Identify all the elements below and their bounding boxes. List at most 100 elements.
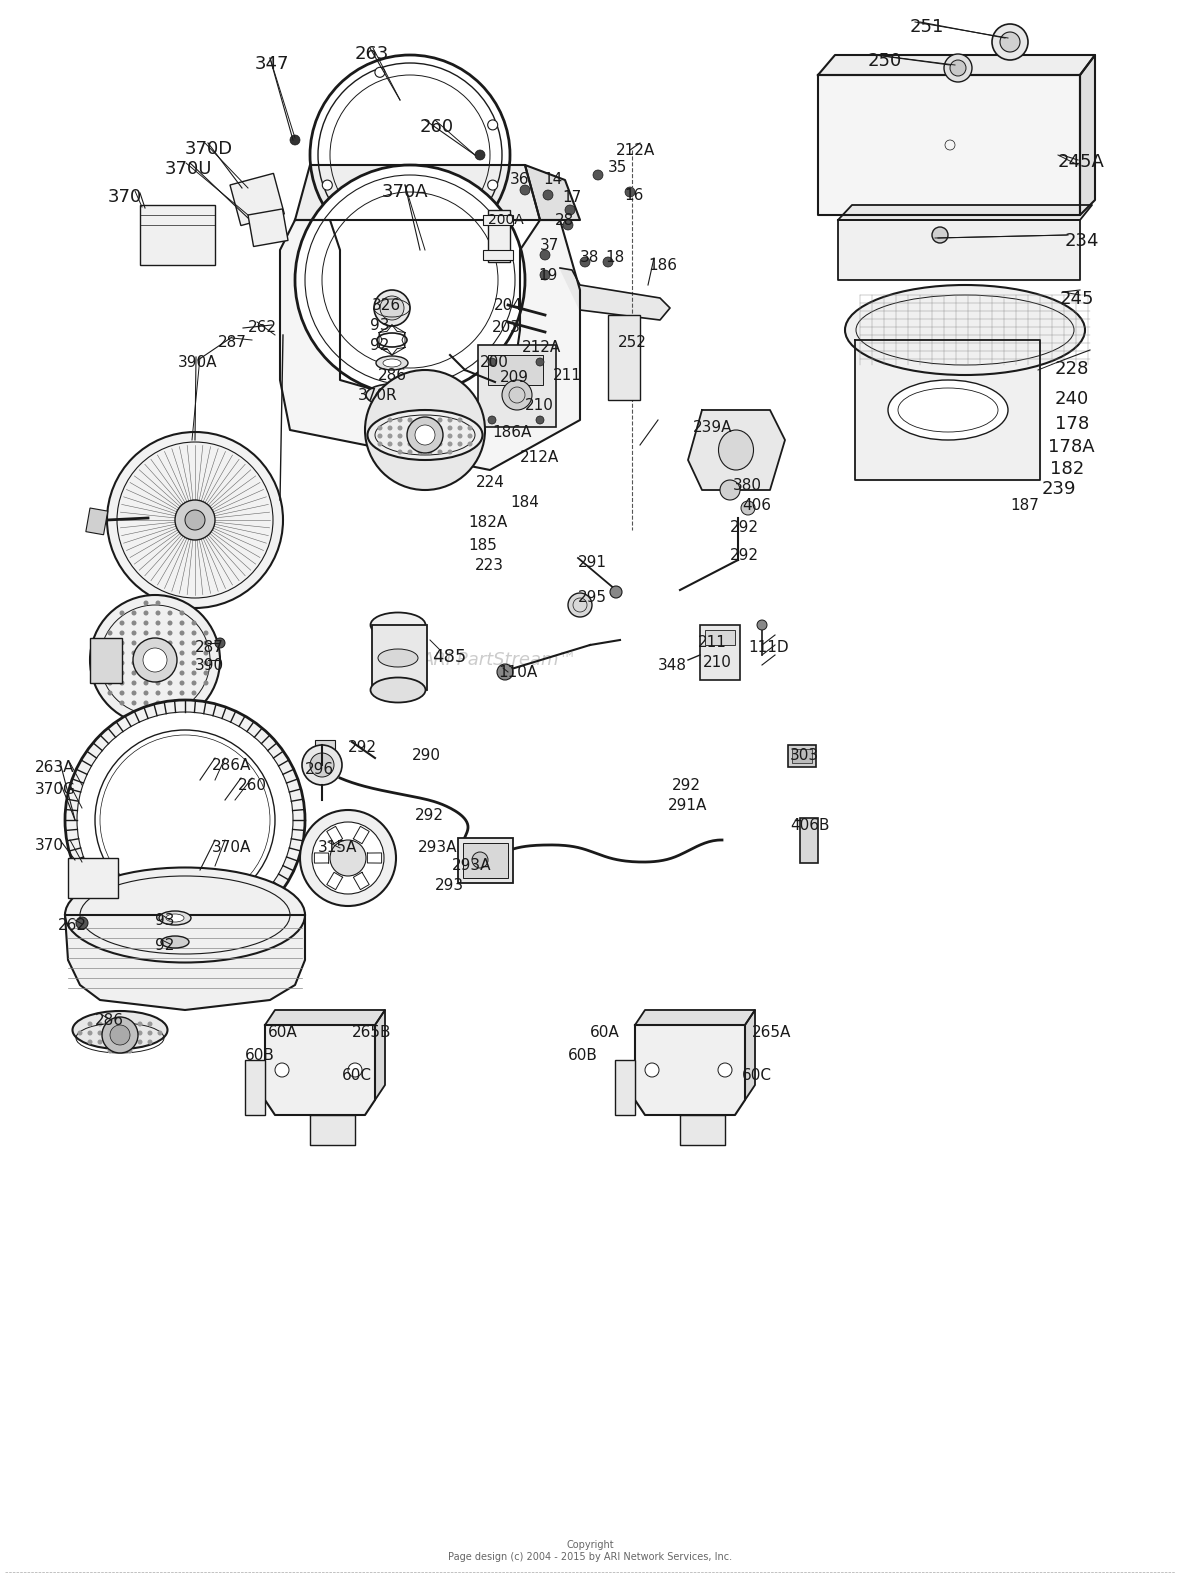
Circle shape [543,189,553,201]
Circle shape [741,501,755,515]
Circle shape [156,690,160,695]
Circle shape [156,630,160,635]
Text: 292: 292 [730,519,759,535]
Circle shape [144,671,149,676]
Circle shape [77,712,293,928]
Polygon shape [327,872,342,889]
Circle shape [348,1063,362,1077]
Circle shape [156,701,160,706]
Circle shape [487,120,498,129]
Circle shape [375,68,385,77]
Polygon shape [838,205,1092,219]
Circle shape [387,425,393,431]
Text: 60C: 60C [342,1067,372,1083]
Text: 295: 295 [578,591,607,605]
Circle shape [489,415,496,425]
Circle shape [179,660,184,665]
Circle shape [131,660,137,665]
Circle shape [378,425,382,431]
Polygon shape [635,1011,755,1025]
Circle shape [295,164,525,395]
Circle shape [418,425,422,431]
Ellipse shape [366,384,418,406]
Circle shape [107,1039,112,1044]
Text: 204: 204 [494,298,523,313]
Circle shape [932,227,948,243]
Circle shape [467,442,472,447]
Circle shape [407,450,413,455]
Text: 18: 18 [605,249,624,265]
Circle shape [156,671,160,676]
Circle shape [458,434,463,439]
Text: 35: 35 [608,159,628,175]
Circle shape [110,1025,130,1045]
Polygon shape [560,268,670,321]
Ellipse shape [371,613,426,638]
Circle shape [107,651,112,655]
Circle shape [107,671,112,676]
Circle shape [378,442,382,447]
Text: 187: 187 [1010,497,1038,513]
Text: 245: 245 [1060,291,1095,308]
Circle shape [144,690,149,695]
Polygon shape [375,1011,385,1101]
Circle shape [118,1039,123,1044]
Bar [90,638,122,684]
Text: 212A: 212A [522,339,562,355]
Text: 286: 286 [378,368,407,384]
Circle shape [322,180,333,189]
Circle shape [398,450,402,455]
Text: 326: 326 [372,298,401,313]
Circle shape [476,150,485,159]
Circle shape [720,480,740,501]
Text: 228: 228 [1055,360,1089,377]
Ellipse shape [889,381,1008,441]
Circle shape [144,600,149,605]
Circle shape [625,186,635,197]
Circle shape [758,621,767,630]
Circle shape [520,185,530,194]
Text: 234: 234 [1066,232,1100,249]
Circle shape [992,24,1028,60]
Circle shape [407,434,413,439]
Circle shape [127,1022,132,1026]
Circle shape [407,417,442,453]
Bar [230,174,284,226]
Text: 286A: 286A [212,758,251,774]
Polygon shape [688,411,785,489]
Polygon shape [65,914,304,1011]
Circle shape [138,1022,143,1026]
Circle shape [467,434,472,439]
Ellipse shape [319,755,333,769]
Circle shape [119,641,125,646]
Text: 16: 16 [624,188,643,204]
Polygon shape [379,333,382,347]
Polygon shape [1080,55,1095,215]
Bar [792,748,812,763]
Text: 370U: 370U [165,159,212,178]
Circle shape [191,651,197,655]
Text: 182A: 182A [468,515,507,531]
Circle shape [96,651,100,655]
Circle shape [191,630,197,635]
Circle shape [98,1039,103,1044]
Circle shape [950,60,966,76]
Text: 265B: 265B [352,1025,392,1041]
Circle shape [118,1022,123,1026]
Circle shape [398,417,402,423]
Text: Page design (c) 2004 - 2015 by ARI Network Services, Inc.: Page design (c) 2004 - 2015 by ARI Netwo… [448,1552,732,1562]
Text: 178: 178 [1055,415,1089,433]
Circle shape [581,257,590,267]
Text: 200: 200 [480,355,509,369]
Circle shape [156,651,160,655]
Circle shape [156,611,160,616]
Polygon shape [402,333,405,347]
Text: 19: 19 [538,268,557,283]
Text: 265A: 265A [752,1025,792,1041]
Text: 485: 485 [432,647,466,666]
Text: 292: 292 [671,778,701,793]
Text: 92: 92 [155,938,175,954]
Circle shape [179,630,184,635]
Circle shape [203,660,209,665]
Circle shape [458,417,463,423]
